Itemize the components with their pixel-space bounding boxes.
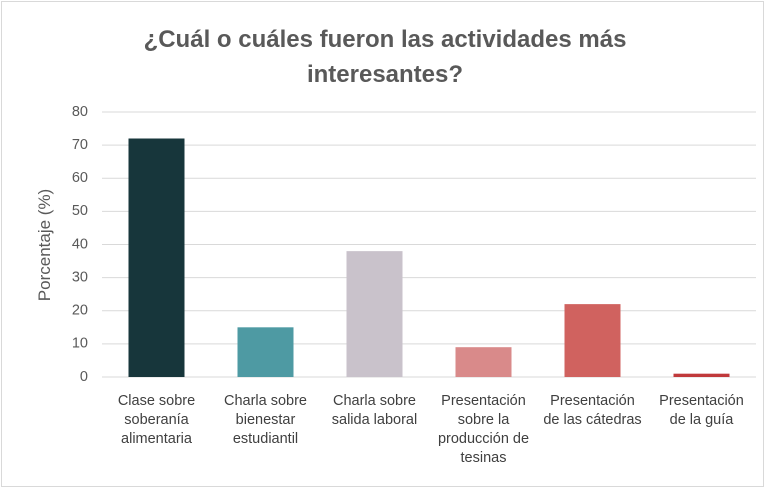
y-tick-label: 50	[72, 203, 88, 219]
bar	[564, 304, 621, 377]
y-tick-label: 70	[72, 137, 88, 153]
y-tick-label: 0	[80, 369, 88, 385]
x-tick-label: Presentación sobre la producción de tesi…	[437, 393, 530, 466]
x-tick-label: Charla sobre bienestar estudiantil	[223, 393, 307, 447]
bar	[673, 373, 730, 377]
x-tick-label: Presentación de las cátedras	[543, 393, 642, 428]
y-tick-label: 20	[72, 303, 88, 319]
x-tick-label: Clase sobre soberanía alimentaria	[117, 393, 196, 447]
y-tick-label: 80	[72, 104, 88, 120]
y-tick-label: 30	[72, 269, 88, 285]
chart-title: ¿Cuál o cuáles fueron las actividades má…	[143, 26, 627, 88]
bar	[128, 138, 185, 377]
y-tick-label: 60	[72, 170, 88, 186]
x-tick-label: Charla sobre salida laboral	[331, 393, 418, 428]
y-tick-label: 10	[72, 336, 88, 352]
bar	[346, 251, 403, 377]
bar	[455, 347, 512, 377]
x-tick-label: Presentación de la guía	[659, 393, 744, 428]
y-tick-label: 40	[72, 236, 88, 252]
bar	[237, 327, 294, 377]
